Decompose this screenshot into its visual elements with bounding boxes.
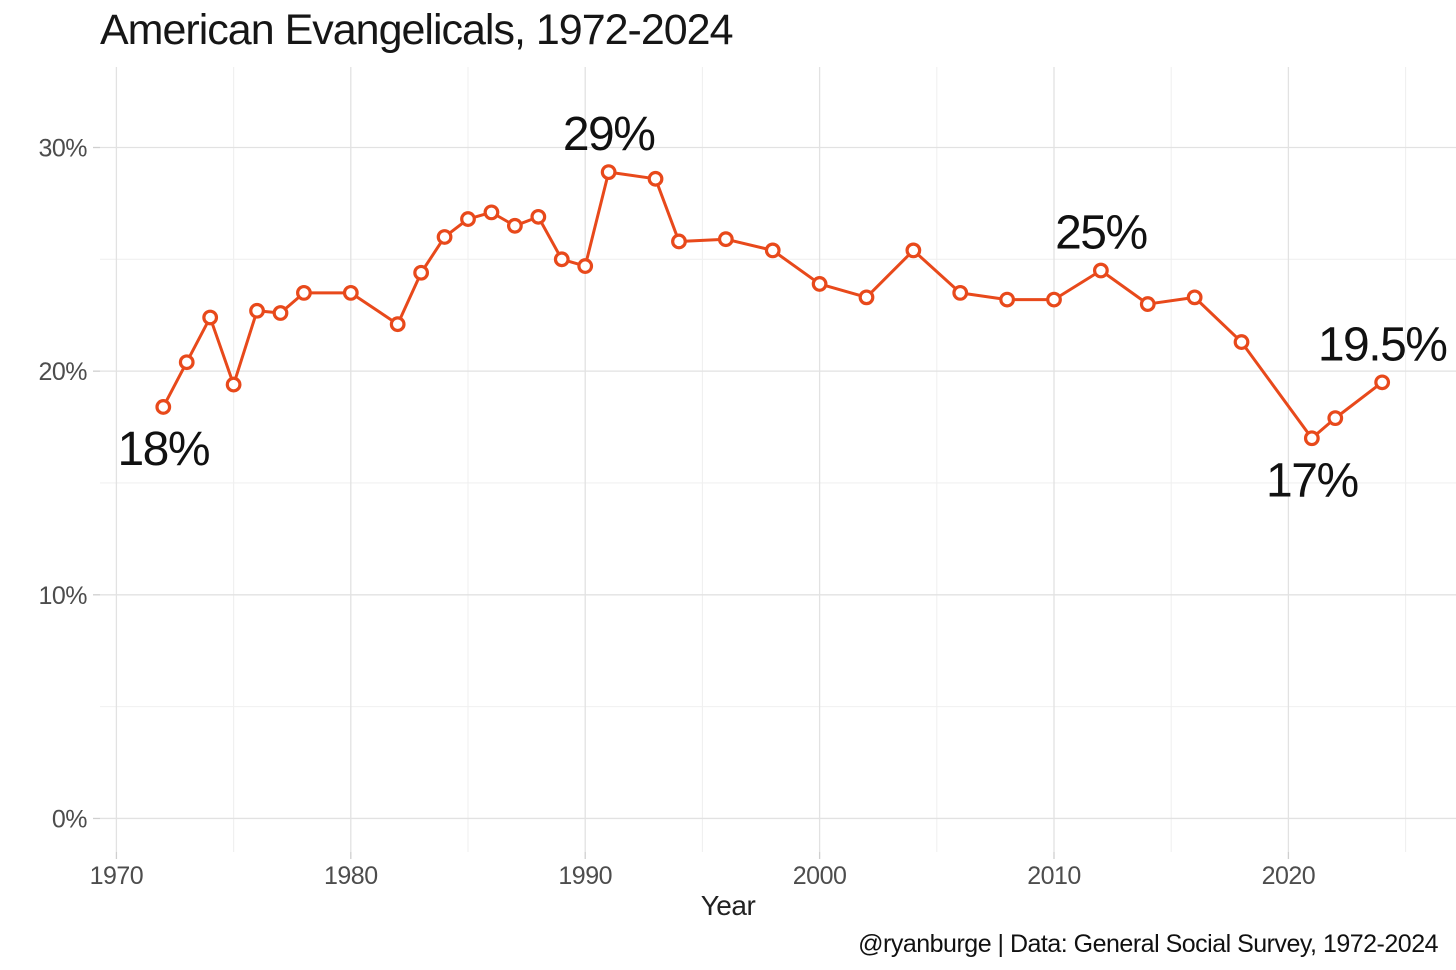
- y-tick-label: 20%: [38, 358, 87, 386]
- data-line: [161, 170, 1384, 440]
- data-point-marker: [717, 231, 734, 248]
- data-point-marker: [436, 229, 453, 245]
- data-point-marker: [647, 170, 664, 187]
- attribution-caption: @ryanburge | Data: General Social Survey…: [858, 930, 1438, 958]
- y-tick-label: 30%: [38, 135, 87, 163]
- data-point-marker: [1092, 262, 1109, 279]
- data-point-marker: [1303, 430, 1320, 447]
- data-point-marker: [764, 242, 781, 259]
- data-point-marker: [858, 289, 875, 306]
- annotation-label: 29%: [563, 108, 655, 161]
- x-tick-label: 2020: [1262, 862, 1316, 890]
- annotation-label: 18%: [117, 423, 209, 476]
- x-tick-label: 2010: [1027, 862, 1081, 890]
- data-point-marker: [952, 284, 969, 301]
- data-point-marker: [342, 284, 359, 301]
- data-point-marker: [1139, 296, 1156, 312]
- data-point-marker: [600, 164, 617, 181]
- y-tick-label: 10%: [38, 582, 87, 610]
- data-point-marker: [671, 233, 687, 250]
- data-point-marker: [1374, 374, 1391, 391]
- data-point-marker: [178, 354, 195, 371]
- x-axis-title: Year: [700, 890, 756, 921]
- annotation-label: 25%: [1055, 207, 1147, 260]
- y-tick-label: 0%: [52, 805, 87, 833]
- data-point-marker: [460, 211, 476, 227]
- data-point-marker: [1327, 410, 1344, 427]
- data-point-marker: [483, 204, 500, 221]
- data-point-marker: [553, 251, 570, 268]
- data-point-marker: [811, 276, 828, 292]
- data-point-marker: [1186, 289, 1203, 306]
- data-point-marker: [413, 264, 430, 281]
- data-point-marker: [1046, 291, 1062, 308]
- data-point-marker: [225, 376, 242, 393]
- x-tick-label: 1980: [324, 862, 378, 890]
- data-point-marker: [249, 302, 265, 319]
- data-point-marker: [577, 258, 594, 274]
- annotation-label: 19.5%: [1318, 318, 1447, 371]
- x-tick-label: 2000: [793, 862, 847, 890]
- annotation-label: 17%: [1266, 454, 1358, 507]
- x-tick-label: 1990: [558, 862, 612, 890]
- data-point-marker: [296, 284, 312, 301]
- data-point-marker: [999, 291, 1016, 308]
- data-point-marker: [389, 316, 406, 333]
- chart-title: American Evangelicals, 1972-2024: [100, 6, 734, 54]
- data-point-marker: [202, 309, 219, 326]
- data-point-marker: [1233, 334, 1250, 350]
- data-point-marker: [506, 217, 523, 234]
- data-point-marker: [272, 305, 289, 321]
- data-point-marker: [530, 208, 547, 225]
- x-tick-label: 1970: [90, 862, 144, 890]
- data-point-marker: [155, 399, 172, 415]
- data-point-marker: [905, 242, 922, 259]
